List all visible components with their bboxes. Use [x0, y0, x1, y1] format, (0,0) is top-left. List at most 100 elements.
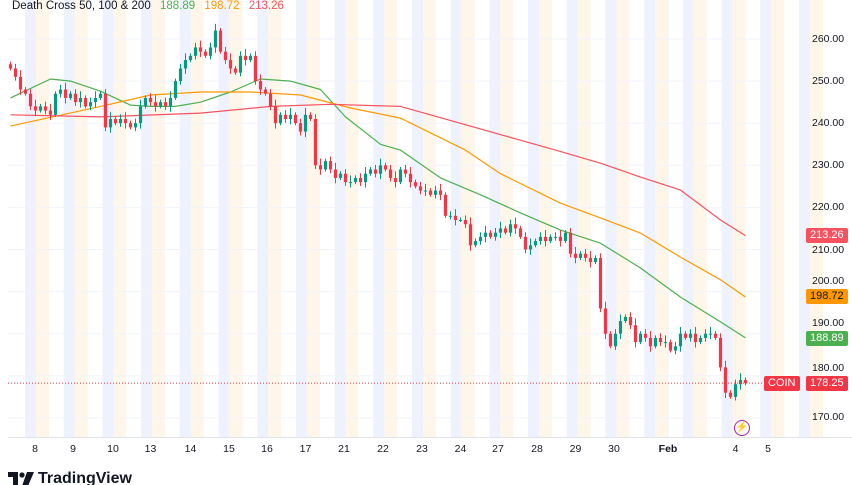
- candle-body: [473, 241, 478, 246]
- time-tick-label: 24: [454, 443, 467, 455]
- candle-body: [643, 333, 648, 338]
- candle-body: [8, 64, 13, 69]
- afterhours-band: [616, 0, 630, 437]
- candle-body: [368, 169, 373, 174]
- candle-body: [48, 110, 53, 115]
- afterhours-band: [810, 0, 823, 437]
- tradingview-logo-icon: [8, 472, 34, 485]
- tradingview-logo[interactable]: TradingView: [8, 470, 132, 485]
- candle-body: [183, 60, 188, 69]
- candle-body: [28, 93, 33, 107]
- candle-body: [113, 118, 118, 124]
- price-tick-label: 260.00: [812, 32, 845, 45]
- candle-body: [493, 232, 498, 237]
- candle-body: [158, 102, 163, 107]
- candle-body: [378, 165, 383, 174]
- price-tick-label: 190.00: [812, 317, 845, 329]
- legend-sma100: 198.72: [204, 0, 240, 12]
- premarket-band: [373, 0, 385, 437]
- lightning-icon[interactable]: ⚡: [734, 420, 750, 436]
- time-tick-label: 14: [184, 443, 197, 455]
- sma-line-sma200: [10, 103, 746, 237]
- candle-body: [698, 337, 703, 343]
- candle-body: [563, 232, 568, 242]
- candle-body: [353, 177, 358, 183]
- candle-body: [358, 177, 363, 183]
- candle-body: [658, 337, 663, 343]
- candle-body: [573, 253, 578, 258]
- candle-body: [263, 89, 268, 94]
- candle-body: [323, 161, 328, 170]
- candle-body: [393, 177, 398, 183]
- candle-body: [543, 236, 548, 242]
- premarket-band: [489, 0, 501, 437]
- legend-title: Death Cross 50, 100 & 200: [12, 0, 151, 12]
- candle-body: [238, 55, 243, 73]
- afterhours-band: [36, 0, 49, 437]
- candle-body: [663, 342, 668, 344]
- candle-body: [593, 257, 598, 263]
- candle-body: [328, 161, 333, 170]
- time-tick-label: 21: [338, 443, 350, 455]
- candle-body: [653, 337, 658, 347]
- time-tick-label: 23: [416, 443, 428, 455]
- candle-body: [253, 55, 258, 82]
- candle-body: [578, 253, 583, 258]
- price-tick-label: 210.00: [812, 244, 845, 256]
- candle-body: [478, 236, 483, 242]
- price-tick-label: 240.00: [812, 116, 845, 129]
- candle-body: [498, 228, 503, 233]
- afterhours-band: [345, 0, 359, 437]
- candle-body: [208, 47, 213, 56]
- candle-body: [233, 68, 238, 73]
- time-tick-label: 17: [299, 443, 312, 455]
- candle-body: [723, 367, 728, 393]
- candle-body: [628, 316, 633, 326]
- candle-body: [18, 76, 23, 90]
- candle-body: [538, 236, 543, 242]
- candle-body: [258, 81, 263, 90]
- price-tick-label: 220.00: [812, 200, 845, 213]
- afterhours-band: [306, 0, 320, 437]
- candle-body: [488, 232, 493, 237]
- candle-body: [438, 190, 443, 195]
- afterhours-band: [732, 0, 746, 437]
- candle-body: [83, 97, 88, 107]
- candle-body: [738, 380, 743, 385]
- premarket-band: [295, 0, 307, 437]
- candle-body: [143, 97, 148, 107]
- premarket-band: [760, 0, 772, 437]
- afterhours-band: [655, 0, 669, 437]
- sma50-price-badge: 188.89: [806, 331, 848, 346]
- left-margin: [0, 0, 8, 437]
- candle-body: [518, 228, 523, 237]
- candle-body: [53, 93, 58, 115]
- time-tick-label: 13: [144, 443, 157, 455]
- candle-body: [693, 333, 698, 343]
- candle-body: [163, 102, 168, 107]
- candle-body: [668, 342, 673, 351]
- candle-body: [198, 47, 203, 52]
- candle-body: [403, 169, 408, 174]
- premarket-band: [141, 0, 153, 437]
- candle-body: [268, 93, 273, 107]
- time-tick-label: 4: [732, 443, 739, 455]
- candle-body: [648, 337, 653, 347]
- candle-body: [373, 169, 378, 174]
- candle-body: [598, 257, 603, 309]
- candle-body: [418, 186, 423, 191]
- candle-body: [718, 337, 723, 368]
- premarket-band: [257, 0, 269, 437]
- candle-body: [413, 182, 418, 187]
- candle-body: [743, 380, 748, 384]
- candle-body: [558, 236, 563, 242]
- premarket-band: [682, 0, 694, 437]
- candle-body: [623, 316, 628, 322]
- candle-body: [553, 236, 558, 238]
- candle-body: [348, 182, 353, 184]
- afterhours-band: [693, 0, 707, 437]
- candle-body: [463, 220, 468, 225]
- candle-body: [713, 333, 718, 338]
- afterhours-band: [190, 0, 204, 437]
